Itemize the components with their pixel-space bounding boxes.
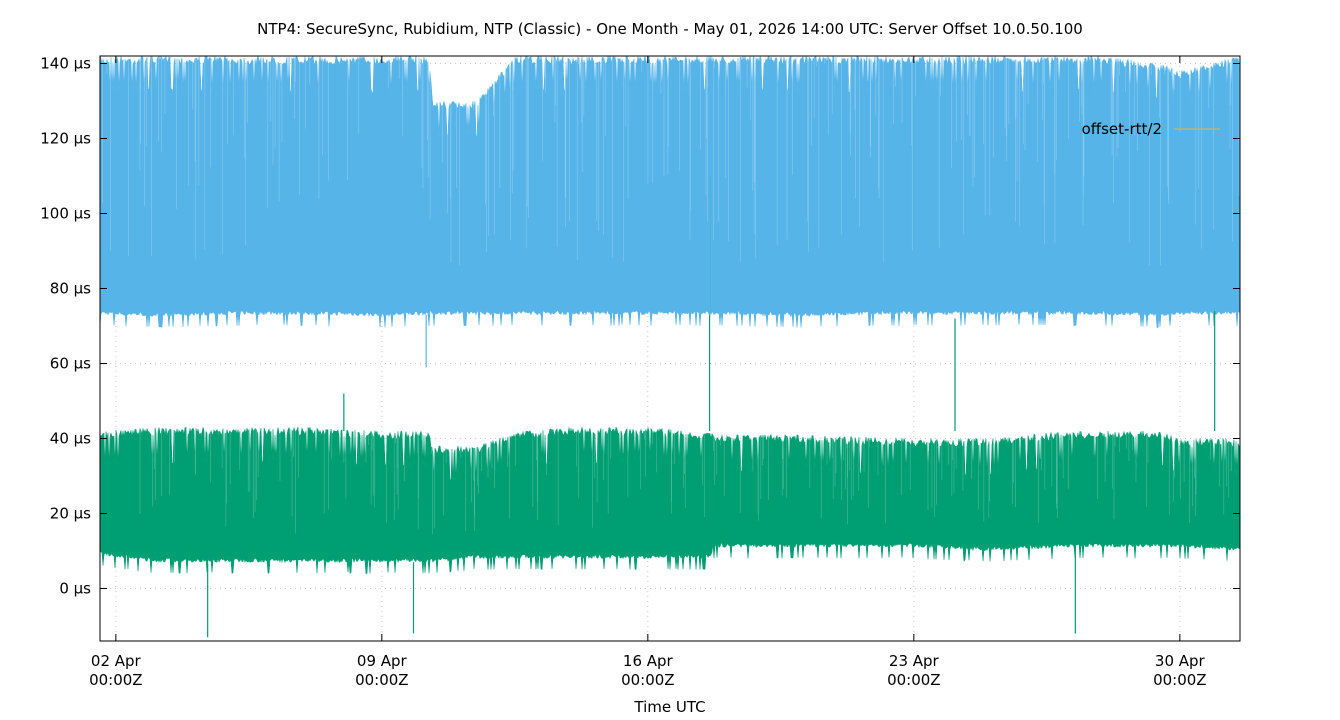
y-tick-label: 20 µs <box>50 505 91 523</box>
series-layer <box>100 56 1240 638</box>
y-tick-label: 0 µs <box>59 580 91 598</box>
y-tick-label: 40 µs <box>50 430 91 448</box>
plot-frame <box>99 55 1241 642</box>
x-tick-label: 02 Apr 00:00Z <box>89 652 143 689</box>
chart-title: NTP4: SecureSync, Rubidium, NTP (Classic… <box>257 20 1083 38</box>
series-1 <box>100 426 1240 574</box>
series-band-1 <box>100 426 1240 574</box>
legend-label: offset-rtt/2 <box>1082 120 1162 138</box>
y-axis: 0 µs 20 µs 40 µs 60 µs 80 µs 100 µs 120 µs 140 … <box>40 55 1240 598</box>
x-tick-label: 30 Apr 00:00Z <box>1153 652 1207 689</box>
series-texture-0 <box>102 56 1240 266</box>
y-tick-label: 100 µs <box>40 205 91 223</box>
x-axis-label: Time UTC <box>633 698 705 716</box>
y-tick-label: 60 µs <box>50 355 91 373</box>
y-tick-label: 120 µs <box>40 130 91 148</box>
series-0 <box>100 56 1240 329</box>
series-band-0 <box>100 56 1240 329</box>
legend: offset-rtt/2 <box>1082 120 1220 138</box>
x-tick-label: 23 Apr 00:00Z <box>887 652 941 689</box>
y-tick-label: 140 µs <box>40 55 91 73</box>
x-axis: 02 Apr 00:00Z 09 Apr 00:00Z 16 Apr 00:00Z 23 A… <box>89 56 1207 689</box>
series-texture-1 <box>132 427 1232 535</box>
y-tick-label: 80 µs <box>50 280 91 298</box>
x-tick-label: 16 Apr 00:00Z <box>621 652 675 689</box>
x-tick-label: 09 Apr 00:00Z <box>355 652 409 689</box>
